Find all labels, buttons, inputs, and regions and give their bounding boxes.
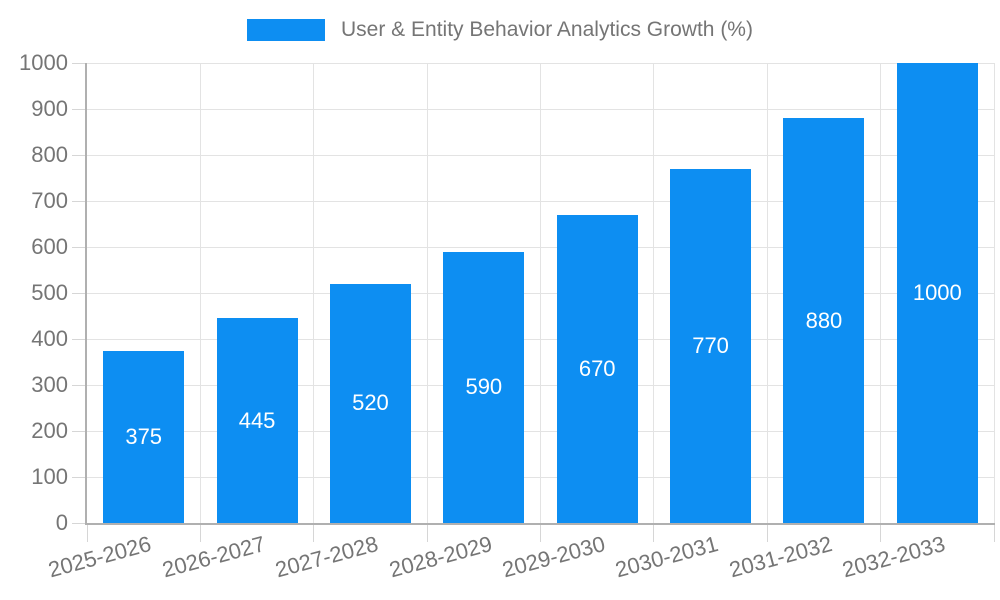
bar-value-label: 880 <box>805 307 843 333</box>
y-tick-label: 400 <box>31 326 68 351</box>
y-tick-label: 900 <box>31 96 68 121</box>
x-tick-label: 2032-2033 <box>839 531 948 583</box>
x-axis-tick <box>653 525 655 542</box>
y-tick-label: 0 <box>55 510 68 535</box>
x-gridline <box>993 63 995 523</box>
y-tick-label: 700 <box>31 188 68 213</box>
bar-value-label: 670 <box>578 355 616 381</box>
x-axis-tick <box>426 525 428 542</box>
bar <box>329 283 411 523</box>
x-tick-label: 2026-2027 <box>159 531 268 583</box>
x-gridline <box>766 63 768 523</box>
bar-value-label: 375 <box>125 423 163 449</box>
y-tick-label: 500 <box>31 280 68 305</box>
y-axis-tick <box>72 154 87 156</box>
x-axis-tick <box>199 525 201 542</box>
x-gridline <box>426 63 428 523</box>
y-axis-tick <box>72 62 87 64</box>
y-axis-line <box>85 63 87 525</box>
y-tick-label: 1000 <box>19 50 68 75</box>
bar <box>443 251 525 523</box>
legend-label: User & Entity Behavior Analytics Growth … <box>341 18 753 41</box>
x-tick-label: 2025-2026 <box>46 531 155 583</box>
y-axis-tick <box>72 384 87 386</box>
y-axis-tick <box>72 246 87 248</box>
x-axis-line <box>85 523 995 525</box>
y-tick-label: 200 <box>31 418 68 443</box>
y-tick-label: 100 <box>31 464 68 489</box>
y-axis-tick <box>72 476 87 478</box>
bar <box>783 118 865 523</box>
x-gridline <box>540 63 541 523</box>
chart-legend[interactable]: User & Entity Behavior Analytics Growth … <box>0 18 1000 42</box>
y-axis-tick <box>72 292 87 294</box>
y-tick-label: 800 <box>31 142 68 167</box>
bar-value-label: 1000 <box>912 280 962 305</box>
y-axis-tick <box>72 338 87 340</box>
bar-value-label: 590 <box>465 374 503 400</box>
x-gridline <box>199 63 201 523</box>
bar-value-label: 445 <box>238 407 276 433</box>
x-axis-tick <box>313 525 315 542</box>
y-axis-tick <box>72 522 87 524</box>
x-gridline <box>313 63 315 523</box>
y-tick-label: 600 <box>31 234 68 259</box>
y-axis-tick <box>72 430 87 432</box>
x-axis-tick <box>880 525 882 542</box>
legend-swatch <box>247 19 325 41</box>
x-tick-label: 2029-2030 <box>499 531 608 583</box>
bar-value-label: 770 <box>692 332 729 358</box>
x-axis-tick <box>86 525 88 542</box>
x-axis-tick <box>993 525 995 542</box>
x-gridline <box>880 63 882 523</box>
x-tick-label: 2030-2031 <box>612 531 722 583</box>
y-tick-label: 300 <box>31 372 68 397</box>
x-gridline <box>653 63 655 523</box>
x-tick-label: 2031-2032 <box>726 531 835 583</box>
x-tick-label: 2027-2028 <box>272 531 381 583</box>
x-axis-tick <box>766 525 768 542</box>
bar <box>670 168 752 523</box>
x-tick-label: 2028-2029 <box>386 531 495 583</box>
y-axis-tick <box>72 108 87 110</box>
bar <box>896 63 978 523</box>
x-axis-tick <box>540 525 541 542</box>
bar <box>216 318 298 523</box>
bar <box>556 214 638 523</box>
bar <box>103 350 185 523</box>
bar-value-label: 520 <box>352 390 389 416</box>
y-axis-tick <box>72 200 87 202</box>
